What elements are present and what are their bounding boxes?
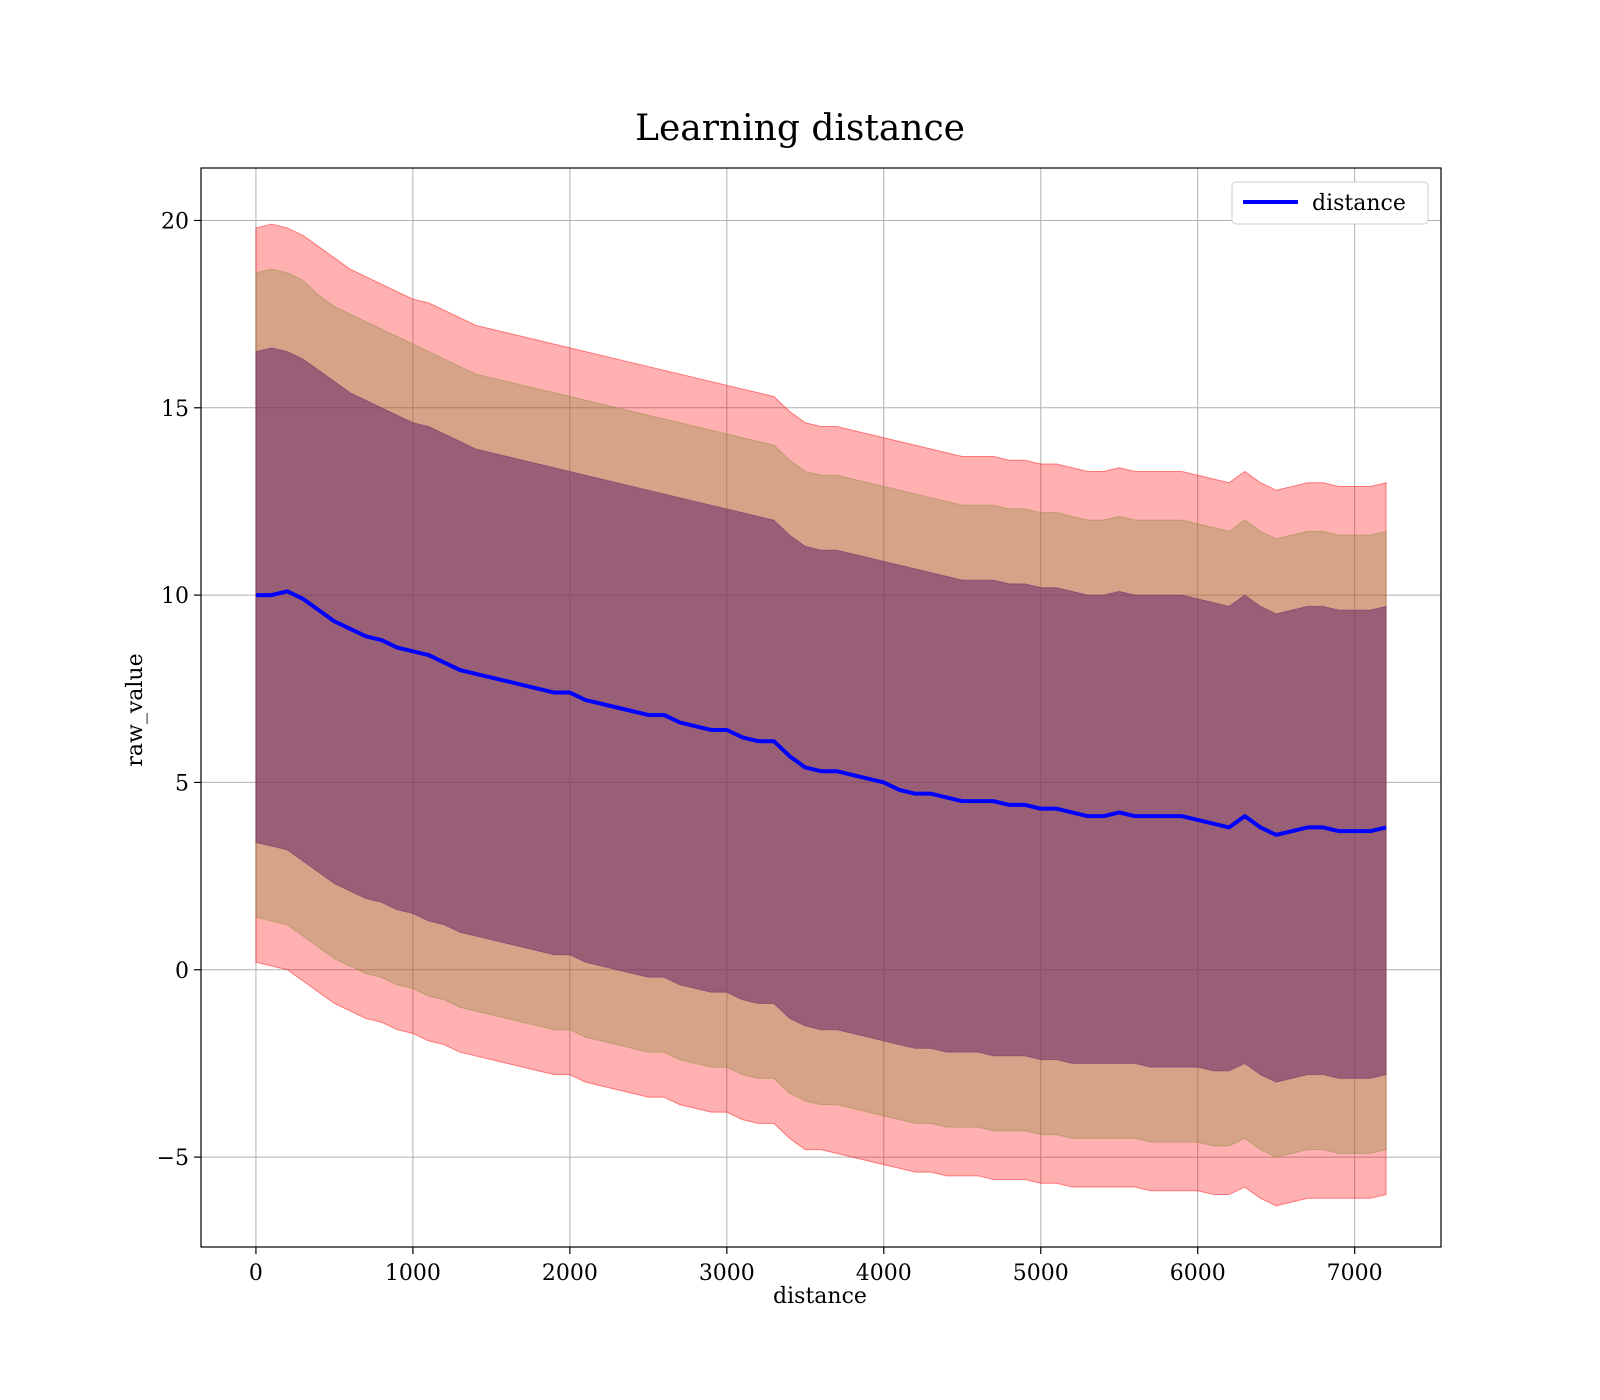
x-tick-label: 6000 — [1170, 1261, 1226, 1286]
bands — [255, 223, 1387, 1207]
y-tick-label: 20 — [161, 209, 189, 234]
y-axis-label: raw_value — [123, 653, 148, 766]
chart-title: Learning distance — [635, 108, 965, 149]
x-tick-label: 0 — [249, 1261, 263, 1286]
x-tick-label: 1000 — [385, 1261, 441, 1286]
x-tick-label: 3000 — [699, 1261, 755, 1286]
legend-box — [1231, 181, 1429, 225]
x-tick-label: 7000 — [1327, 1261, 1383, 1286]
x-tick-label: 2000 — [542, 1261, 598, 1286]
y-tick-label: 15 — [161, 397, 189, 422]
legend: distance — [1231, 181, 1429, 225]
series-line-distance — [255, 589, 1387, 837]
axes-frame — [200, 167, 1442, 1248]
y-tick-label: 5 — [175, 771, 189, 796]
x-tick-label: 5000 — [1013, 1261, 1069, 1286]
x-axis-label: distance — [773, 1284, 867, 1309]
legend-label: distance — [1312, 191, 1406, 216]
x-tick-label: 4000 — [856, 1261, 912, 1286]
y-tick-label: −5 — [157, 1146, 189, 1171]
y-axis: −5 0 5 10 15 20 — [157, 209, 201, 1171]
band-inner — [255, 347, 1387, 1083]
x-axis: 0 1000 2000 3000 4000 5000 6000 7000 — [249, 1247, 1383, 1286]
y-tick-label: 10 — [161, 584, 189, 609]
series-lines — [255, 589, 1387, 837]
y-tick-label: 0 — [175, 959, 189, 984]
plot-frame — [200, 167, 1442, 1248]
